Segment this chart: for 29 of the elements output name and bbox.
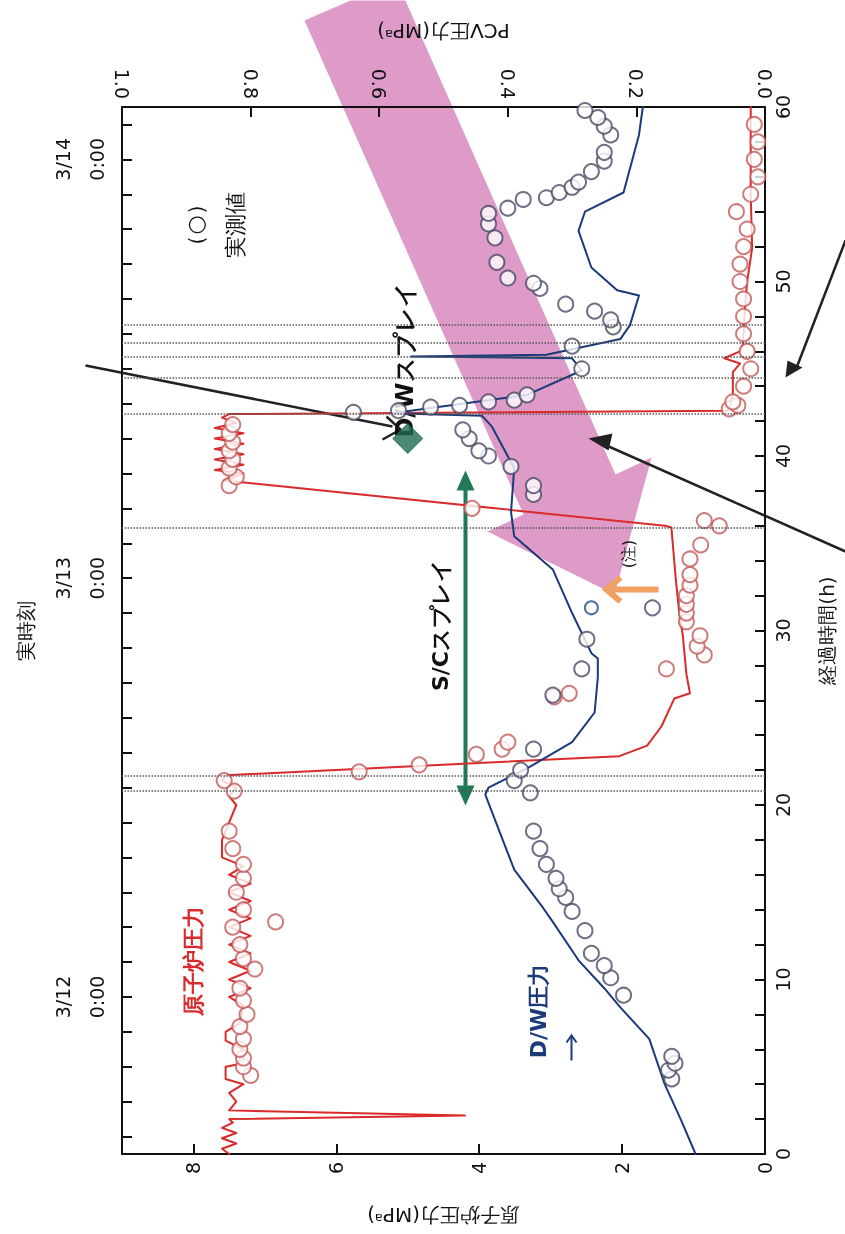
- y-axis-title: 経過時間(h): [815, 576, 839, 686]
- annotation: D/Wスプレイ: [391, 282, 419, 438]
- x-tick-label: 6: [325, 1162, 348, 1175]
- y-tick-label: 30: [771, 618, 794, 643]
- y-tick-label: 20: [771, 792, 794, 818]
- x-tick-label: 0: [754, 1162, 776, 1175]
- x2-tick-label: 1.0: [111, 68, 133, 99]
- y-tick-label: 40: [771, 443, 794, 469]
- x2-tick-label: 0.8: [239, 68, 262, 99]
- annotation: （○）実測値: [182, 192, 248, 258]
- x-axis-title: 原子炉圧力(MPa): [367, 1202, 520, 1227]
- y2-axis-title: 実時刻: [14, 600, 38, 661]
- y2-tick-label: 3/13 0:00: [52, 556, 108, 600]
- x-tick-label: 4: [468, 1162, 491, 1175]
- x2-tick-label: 0.2: [625, 68, 648, 99]
- y2-tick-label: 3/14 0:00: [52, 138, 108, 181]
- text: 原子炉圧力: [180, 906, 206, 1017]
- x2-axis-title: PCV圧力(MPa): [377, 18, 510, 43]
- x2-tick-label: 0.4: [496, 68, 519, 99]
- y-tick-label: 50: [771, 269, 794, 294]
- y-tick-label: 0: [771, 1147, 794, 1161]
- y2-tick-label: 3/12 0:00: [52, 975, 108, 1019]
- annotation: S/Cスプレイ: [427, 558, 453, 692]
- text: D/W圧力: [525, 963, 551, 1059]
- y-tick-label: 10: [771, 967, 794, 992]
- x-tick-label: 8: [182, 1162, 205, 1175]
- x2-tick-label: 0.6: [368, 68, 391, 99]
- annotation: (注): [618, 539, 638, 569]
- x-tick-label: 2: [611, 1162, 634, 1175]
